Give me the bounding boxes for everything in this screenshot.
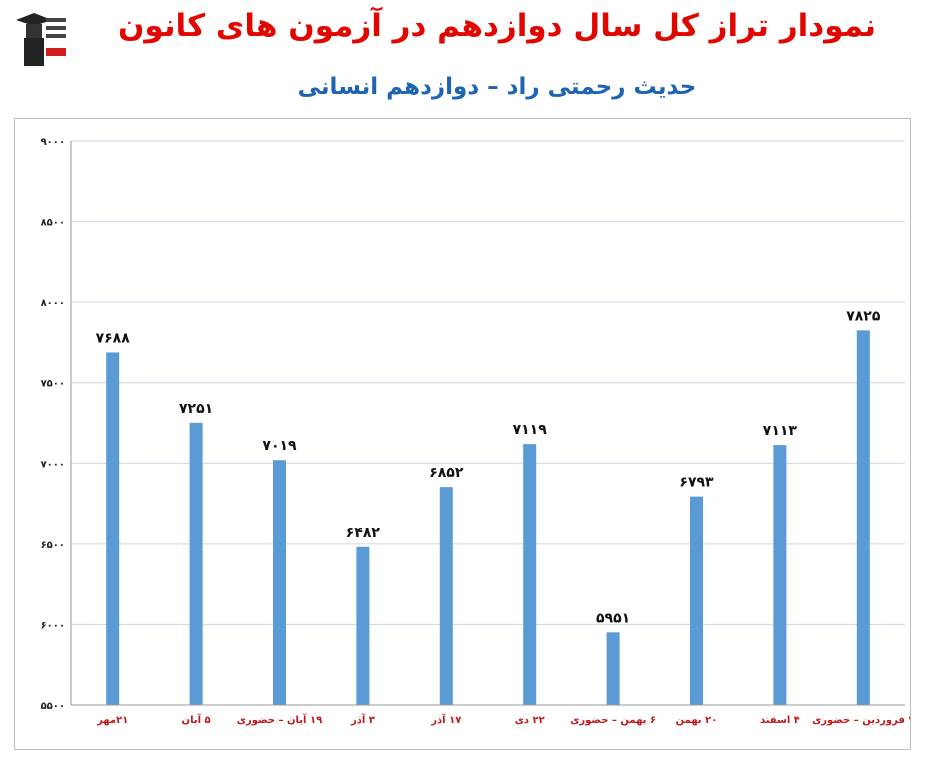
- x-tick-label: ۱۹ آبان – حضوری: [237, 713, 322, 726]
- x-tick-label: ۱۷ آذر: [430, 713, 461, 726]
- x-tick-label: ۳ آذر: [350, 713, 375, 726]
- x-tick-label: ۵ آبان: [182, 713, 211, 726]
- bar: [856, 330, 870, 705]
- y-tick-label: ۶۵۰۰: [41, 540, 65, 551]
- bar: [356, 546, 370, 705]
- bar: [189, 422, 203, 705]
- data-label: ۶۸۵۲: [429, 465, 464, 481]
- bar-chart: ۵۵۰۰ ۶۰۰۰ ۶۵۰۰ ۷۰۰۰ ۷۵۰۰ ۸۰۰۰ ۸۵۰۰ ۹۰۰۰ ۷۶۸۸ ۲۱مه…: [41, 137, 910, 726]
- y-tick-label: ۶۰۰۰: [41, 620, 65, 631]
- bar: [523, 444, 537, 705]
- kanoon-logo: [12, 10, 68, 70]
- data-label: ۶۷۹۳: [679, 475, 714, 491]
- x-tick-label: ۲۱مهر: [96, 715, 128, 726]
- bar: [439, 487, 453, 705]
- x-tick-label: ۴ اسفند: [760, 715, 800, 726]
- data-label: ۷۰۱۹: [262, 438, 297, 454]
- data-label: ۷۱۱۹: [513, 422, 548, 438]
- data-label: ۶۴۸۲: [346, 525, 381, 541]
- data-label: ۷۱۱۳: [763, 423, 798, 439]
- chart-subtitle: حدیث رحمتی راد – دوازدهم انسانی: [297, 74, 697, 100]
- data-label: ۵۹۵۱: [596, 610, 630, 626]
- bar: [690, 496, 703, 705]
- bar: [106, 352, 120, 705]
- x-tick-label: ۲۰ بهمن: [676, 715, 718, 726]
- data-label: ۷۶۸۸: [96, 330, 131, 346]
- data-label: ۷۸۲۵: [846, 308, 881, 324]
- bar: [773, 445, 787, 705]
- y-tick-label: ۷۵۰۰: [41, 379, 65, 390]
- chart-title: نمودار تراز کل سال دوازدهم در آزمون های …: [117, 8, 877, 44]
- bar: [273, 460, 286, 705]
- y-tick-label: ۸۰۰۰: [41, 298, 65, 309]
- x-tick-label: ۷ فروردین – حضوری: [812, 715, 910, 726]
- y-tick-label: ۷۰۰۰: [41, 459, 65, 470]
- y-tick-label: ۹۰۰۰: [41, 137, 65, 148]
- data-label: ۷۲۵۱: [179, 401, 213, 417]
- chart-frame: ۵۵۰۰ ۶۰۰۰ ۶۵۰۰ ۷۰۰۰ ۷۵۰۰ ۸۰۰۰ ۸۵۰۰ ۹۰۰۰ ۷۶۸۸ ۲۱مه…: [14, 118, 911, 750]
- y-tick-label: ۵۵۰۰: [41, 701, 65, 712]
- x-tick-label: ۶ بهمن – حضوری: [570, 715, 656, 726]
- bar: [606, 632, 620, 705]
- y-tick-label: ۸۵۰۰: [41, 218, 65, 229]
- x-tick-label: ۲۲ دی: [515, 715, 545, 726]
